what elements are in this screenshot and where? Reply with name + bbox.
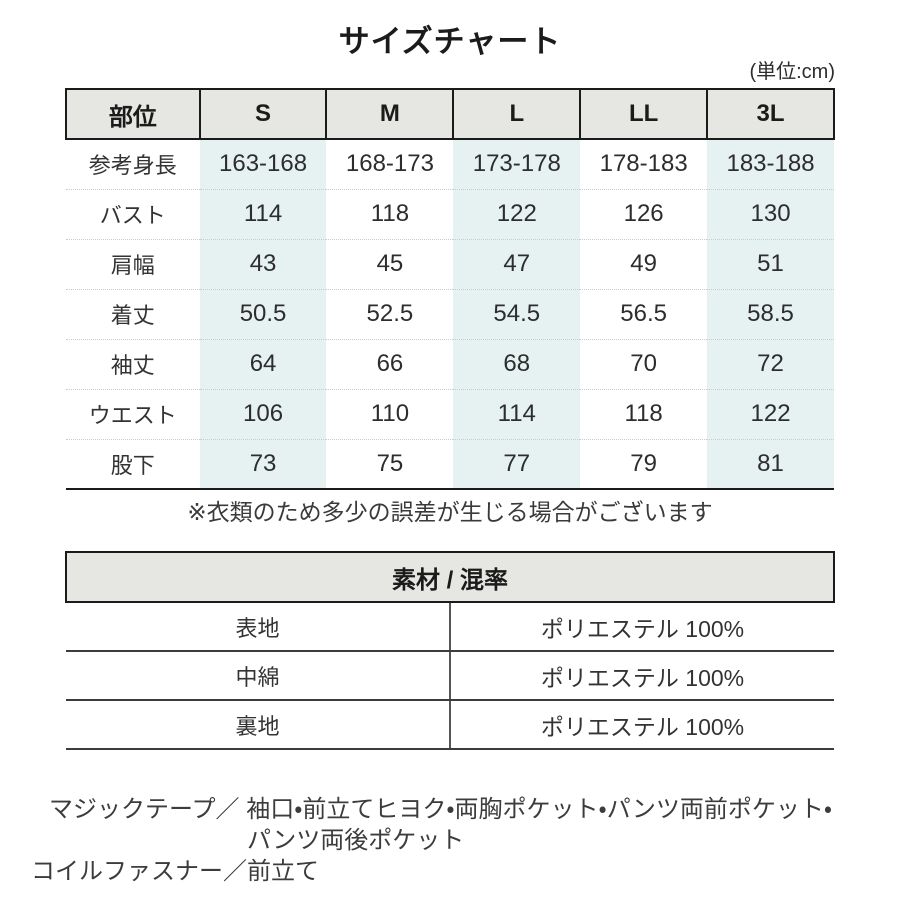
cell-value: 106 xyxy=(199,388,327,439)
table-row-inseam: 股下 73 75 77 79 81 xyxy=(66,438,834,490)
material-table: 素材 / 混率 表地 ポリエステル 100% 中綿 ポリエステル 100% 裏地… xyxy=(65,551,835,750)
cell-value: 54.5 xyxy=(453,288,581,339)
cell-value: 66 xyxy=(326,338,454,389)
row-label: 中綿 xyxy=(66,651,451,701)
cell-value: 130 xyxy=(707,188,834,239)
cell-value: 49 xyxy=(580,238,708,289)
cell-value: 79 xyxy=(580,438,708,490)
cell-value: 50.5 xyxy=(199,288,327,339)
cell-value: 183-188 xyxy=(707,139,834,189)
cell-value: 58.5 xyxy=(707,288,834,339)
cell-value: 122 xyxy=(707,388,834,439)
cell-value: 51 xyxy=(707,238,834,289)
cell-value: 118 xyxy=(326,188,454,239)
cell-value: 163-168 xyxy=(199,139,327,189)
table-row-body-length: 着丈 50.5 52.5 54.5 56.5 58.5 xyxy=(66,288,834,339)
row-label: 股下 xyxy=(66,438,200,490)
tolerance-note: ※衣類のため多少の誤差が生じる場合がございます xyxy=(187,499,713,525)
cell-value: ポリエステル 100% xyxy=(450,700,834,750)
feature-velcro-line: マジックテープ／ 袖口・前立てヒヨク・両胸ポケット・パンツ両前ポケット・ xyxy=(49,796,833,823)
cell-value: ポリエステル 100% xyxy=(450,602,834,652)
size-chart-section: (単位:cm) 部位 S M L LL 3L 参考身長 163-168 168-… xyxy=(65,60,835,750)
cell-value: 114 xyxy=(199,188,327,239)
size-chart-table: 部位 S M L LL 3L 参考身長 163-168 168-173 173-… xyxy=(65,88,835,490)
cell-value: 168-173 xyxy=(345,150,434,178)
cell-value: 64 xyxy=(199,338,327,389)
cell-value: 70 xyxy=(580,338,708,389)
row-label: ウエスト xyxy=(66,388,200,439)
feature-zipper-line: コイルファスナー／前立て xyxy=(31,858,319,885)
row-label: 着丈 xyxy=(66,288,200,339)
row-label: 表地 xyxy=(66,602,451,652)
feature-notes: マジックテープ／ 袖口・前立てヒヨク・両胸ポケット・パンツ両前ポケット・ パンツ… xyxy=(0,794,900,887)
cell-value: 52.5 xyxy=(326,288,454,339)
cell-value: 77 xyxy=(453,438,581,490)
row-label: 参考身長 xyxy=(88,153,177,179)
column-header-l: L xyxy=(452,88,582,140)
cell-value: 114 xyxy=(453,388,581,439)
cell-value: 110 xyxy=(326,388,454,439)
feature-velcro-line-wrap: パンツ両後ポケット xyxy=(247,827,465,854)
table-row-sleeve: 袖丈 64 66 68 70 72 xyxy=(66,338,834,389)
cell-value: 73 xyxy=(199,438,327,490)
table-row-outer-fabric: 表地 ポリエステル 100% xyxy=(66,602,834,652)
material-table-title: 素材 / 混率 xyxy=(65,551,835,603)
column-header-part: 部位 xyxy=(65,88,201,140)
cell-value: 68 xyxy=(453,338,581,389)
column-header-3l: 3L xyxy=(706,88,835,140)
cell-value: 47 xyxy=(453,238,581,289)
cell-value: 56.5 xyxy=(580,288,708,339)
table-row-padding: 中綿 ポリエステル 100% xyxy=(66,651,834,701)
row-label: バスト xyxy=(66,188,200,239)
cell-value: 43 xyxy=(199,238,327,289)
unit-note: (単位:cm) xyxy=(749,61,835,83)
cell-value: 75 xyxy=(326,438,454,490)
column-header-s: S xyxy=(198,88,328,140)
row-label: 肩幅 xyxy=(66,238,200,289)
cell-value: 122 xyxy=(453,188,581,239)
size-table-header-row: 部位 S M L LL 3L xyxy=(65,88,835,140)
page-title: サイズチャート xyxy=(338,24,562,59)
cell-value: 126 xyxy=(580,188,708,239)
table-row-height: 参考身長 163-168 168-173 173-178 178-183 183… xyxy=(66,139,834,189)
cell-value: 45 xyxy=(326,238,454,289)
cell-value: 178-183 xyxy=(599,150,688,178)
table-row-lining: 裏地 ポリエステル 100% xyxy=(66,700,834,750)
column-header-ll: LL xyxy=(579,88,709,140)
cell-value: 118 xyxy=(580,388,708,439)
cell-value: ポリエステル 100% xyxy=(450,651,834,701)
cell-value: 173-178 xyxy=(453,139,581,189)
table-row-shoulder: 肩幅 43 45 47 49 51 xyxy=(66,238,834,289)
row-label: 袖丈 xyxy=(66,338,200,389)
table-row-bust: バスト 114 118 122 126 130 xyxy=(66,188,834,239)
row-label: 裏地 xyxy=(66,700,451,750)
cell-value: 81 xyxy=(707,438,834,490)
cell-value: 72 xyxy=(707,338,834,389)
table-row-waist: ウエスト 106 110 114 118 122 xyxy=(66,388,834,439)
column-header-m: M xyxy=(325,88,455,140)
material-table-header-row: 素材 / 混率 xyxy=(65,551,835,603)
